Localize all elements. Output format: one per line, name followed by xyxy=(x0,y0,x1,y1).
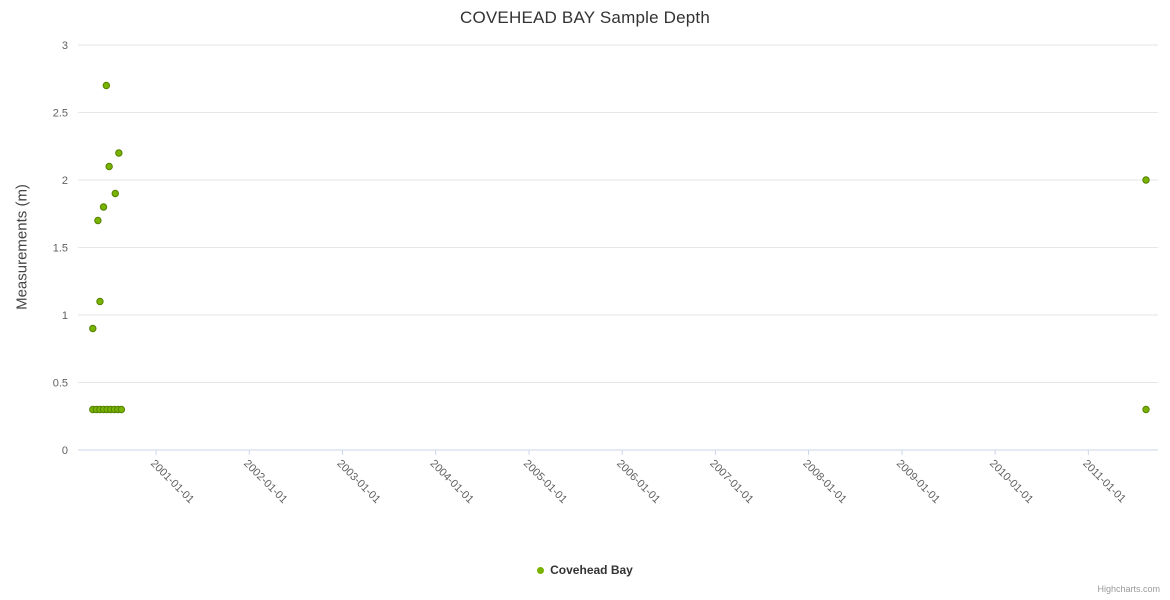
data-point[interactable] xyxy=(94,216,102,225)
y-tick-label: 0.5 xyxy=(53,378,68,390)
credits-link[interactable]: Highcharts.com xyxy=(1097,584,1160,594)
data-point[interactable] xyxy=(111,189,119,198)
data-point[interactable] xyxy=(115,149,123,157)
data-point[interactable] xyxy=(1142,176,1150,184)
data-point[interactable] xyxy=(89,324,97,333)
y-tick-label: 2.5 xyxy=(53,108,68,120)
axes xyxy=(78,449,1158,455)
data-points xyxy=(89,81,1150,414)
legend-marker-icon xyxy=(537,566,545,574)
y-tick-label: 2 xyxy=(62,175,68,187)
data-point[interactable] xyxy=(1142,405,1150,414)
gridlines xyxy=(78,44,1158,451)
data-point[interactable] xyxy=(102,81,111,90)
x-tick-label: 2004-01-01 xyxy=(427,458,475,506)
x-tick-label: 2001-01-01 xyxy=(148,458,196,506)
x-tick-label: 2006-01-01 xyxy=(614,458,662,506)
x-tick-label: 2007-01-01 xyxy=(707,458,755,506)
x-tick-label: 2008-01-01 xyxy=(800,458,848,506)
legend-label: Covehead Bay xyxy=(550,563,633,577)
axis-labels: 0 0.5 1 1.5 2 2.5 3 2001-01-01 2002-01-01 2003-01… xyxy=(53,40,1128,506)
data-point[interactable] xyxy=(96,297,104,306)
y-tick-label: 3 xyxy=(62,40,68,52)
chart-title: COVEHEAD BAY Sample Depth xyxy=(459,8,711,27)
data-point[interactable] xyxy=(117,405,126,414)
x-tick-label: 2009-01-01 xyxy=(894,458,942,506)
x-tick-label: 2003-01-01 xyxy=(334,458,382,506)
data-point[interactable] xyxy=(105,162,113,171)
data-point[interactable] xyxy=(99,203,108,211)
legend[interactable]: Covehead Bay xyxy=(0,563,1170,577)
x-tick-label: 2002-01-01 xyxy=(241,458,289,506)
y-tick-label: 1 xyxy=(62,310,68,322)
x-tick-label: 2011-01-01 xyxy=(1080,458,1128,506)
y-tick-label: 0 xyxy=(62,445,68,457)
y-tick-label: 1.5 xyxy=(53,243,68,255)
x-tick-label: 2005-01-01 xyxy=(521,458,569,506)
x-tick-label: 2010-01-01 xyxy=(987,458,1035,506)
